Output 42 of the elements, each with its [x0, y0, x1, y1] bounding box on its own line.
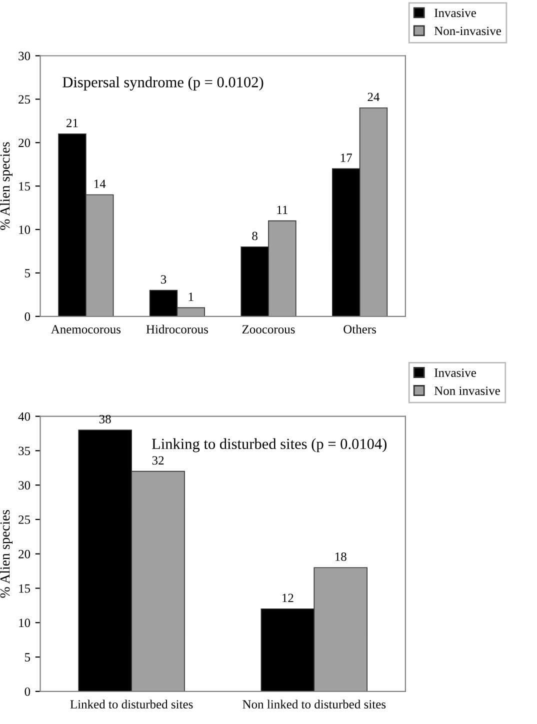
x-tick-label: Non linked to disturbed sites	[242, 700, 386, 709]
legend-label: Non invasive	[434, 386, 500, 396]
legend-label: Non-invasive	[434, 26, 501, 36]
text: Linking to disturbed sites (p = 0.0104)	[152, 438, 387, 452]
data-label: 32	[152, 456, 164, 465]
y-tick-label: 0	[24, 312, 30, 321]
y-tick-label: 25	[18, 95, 30, 104]
y-tick-label: 5	[25, 269, 30, 278]
y-tick-label: 0	[24, 687, 30, 696]
x-tick-label: Zoocorous	[242, 325, 295, 334]
x-tick-label: Anemocorous	[50, 325, 121, 334]
data-label: 12	[282, 594, 294, 602]
data-label: 17	[340, 154, 352, 162]
y-tick-label: 15	[19, 182, 30, 191]
y-tick-label: 25	[18, 516, 30, 524]
data-label: 18	[335, 552, 346, 561]
y-axis-title: % Alien species	[0, 142, 12, 230]
data-label: 1	[188, 292, 194, 301]
legend-label: Invasive	[434, 368, 476, 377]
y-tick-label: 20	[18, 138, 30, 148]
y-tick-label: 35	[18, 446, 30, 456]
y-tick-label: 30	[18, 52, 30, 60]
legend-label: Invasive	[434, 8, 476, 18]
y-tick-label: 10	[19, 618, 30, 628]
y-axis-title: % Alien species	[0, 510, 12, 598]
x-tick-label: Linked to disturbed sites	[70, 700, 193, 709]
y-tick-label: 30	[18, 481, 30, 490]
data-label: 3	[160, 275, 166, 284]
data-label: 8	[252, 232, 258, 240]
data-label: 24	[368, 92, 380, 102]
y-tick-label: 40	[18, 412, 30, 421]
y-tick-label: 20	[18, 550, 30, 558]
y-tick-label: 5	[25, 653, 30, 662]
x-tick-label: Others	[344, 324, 376, 334]
text: Dispersal syndrome (p = 0.0102)	[62, 76, 264, 90]
y-tick-label: 15	[19, 584, 30, 593]
y-tick-label: 10	[19, 226, 30, 234]
data-label: 14	[94, 180, 106, 188]
x-tick-label: Hidrocorous	[146, 324, 208, 334]
data-label: 38	[99, 414, 111, 424]
data-label: 21	[66, 118, 78, 128]
data-label: 11	[277, 206, 288, 214]
